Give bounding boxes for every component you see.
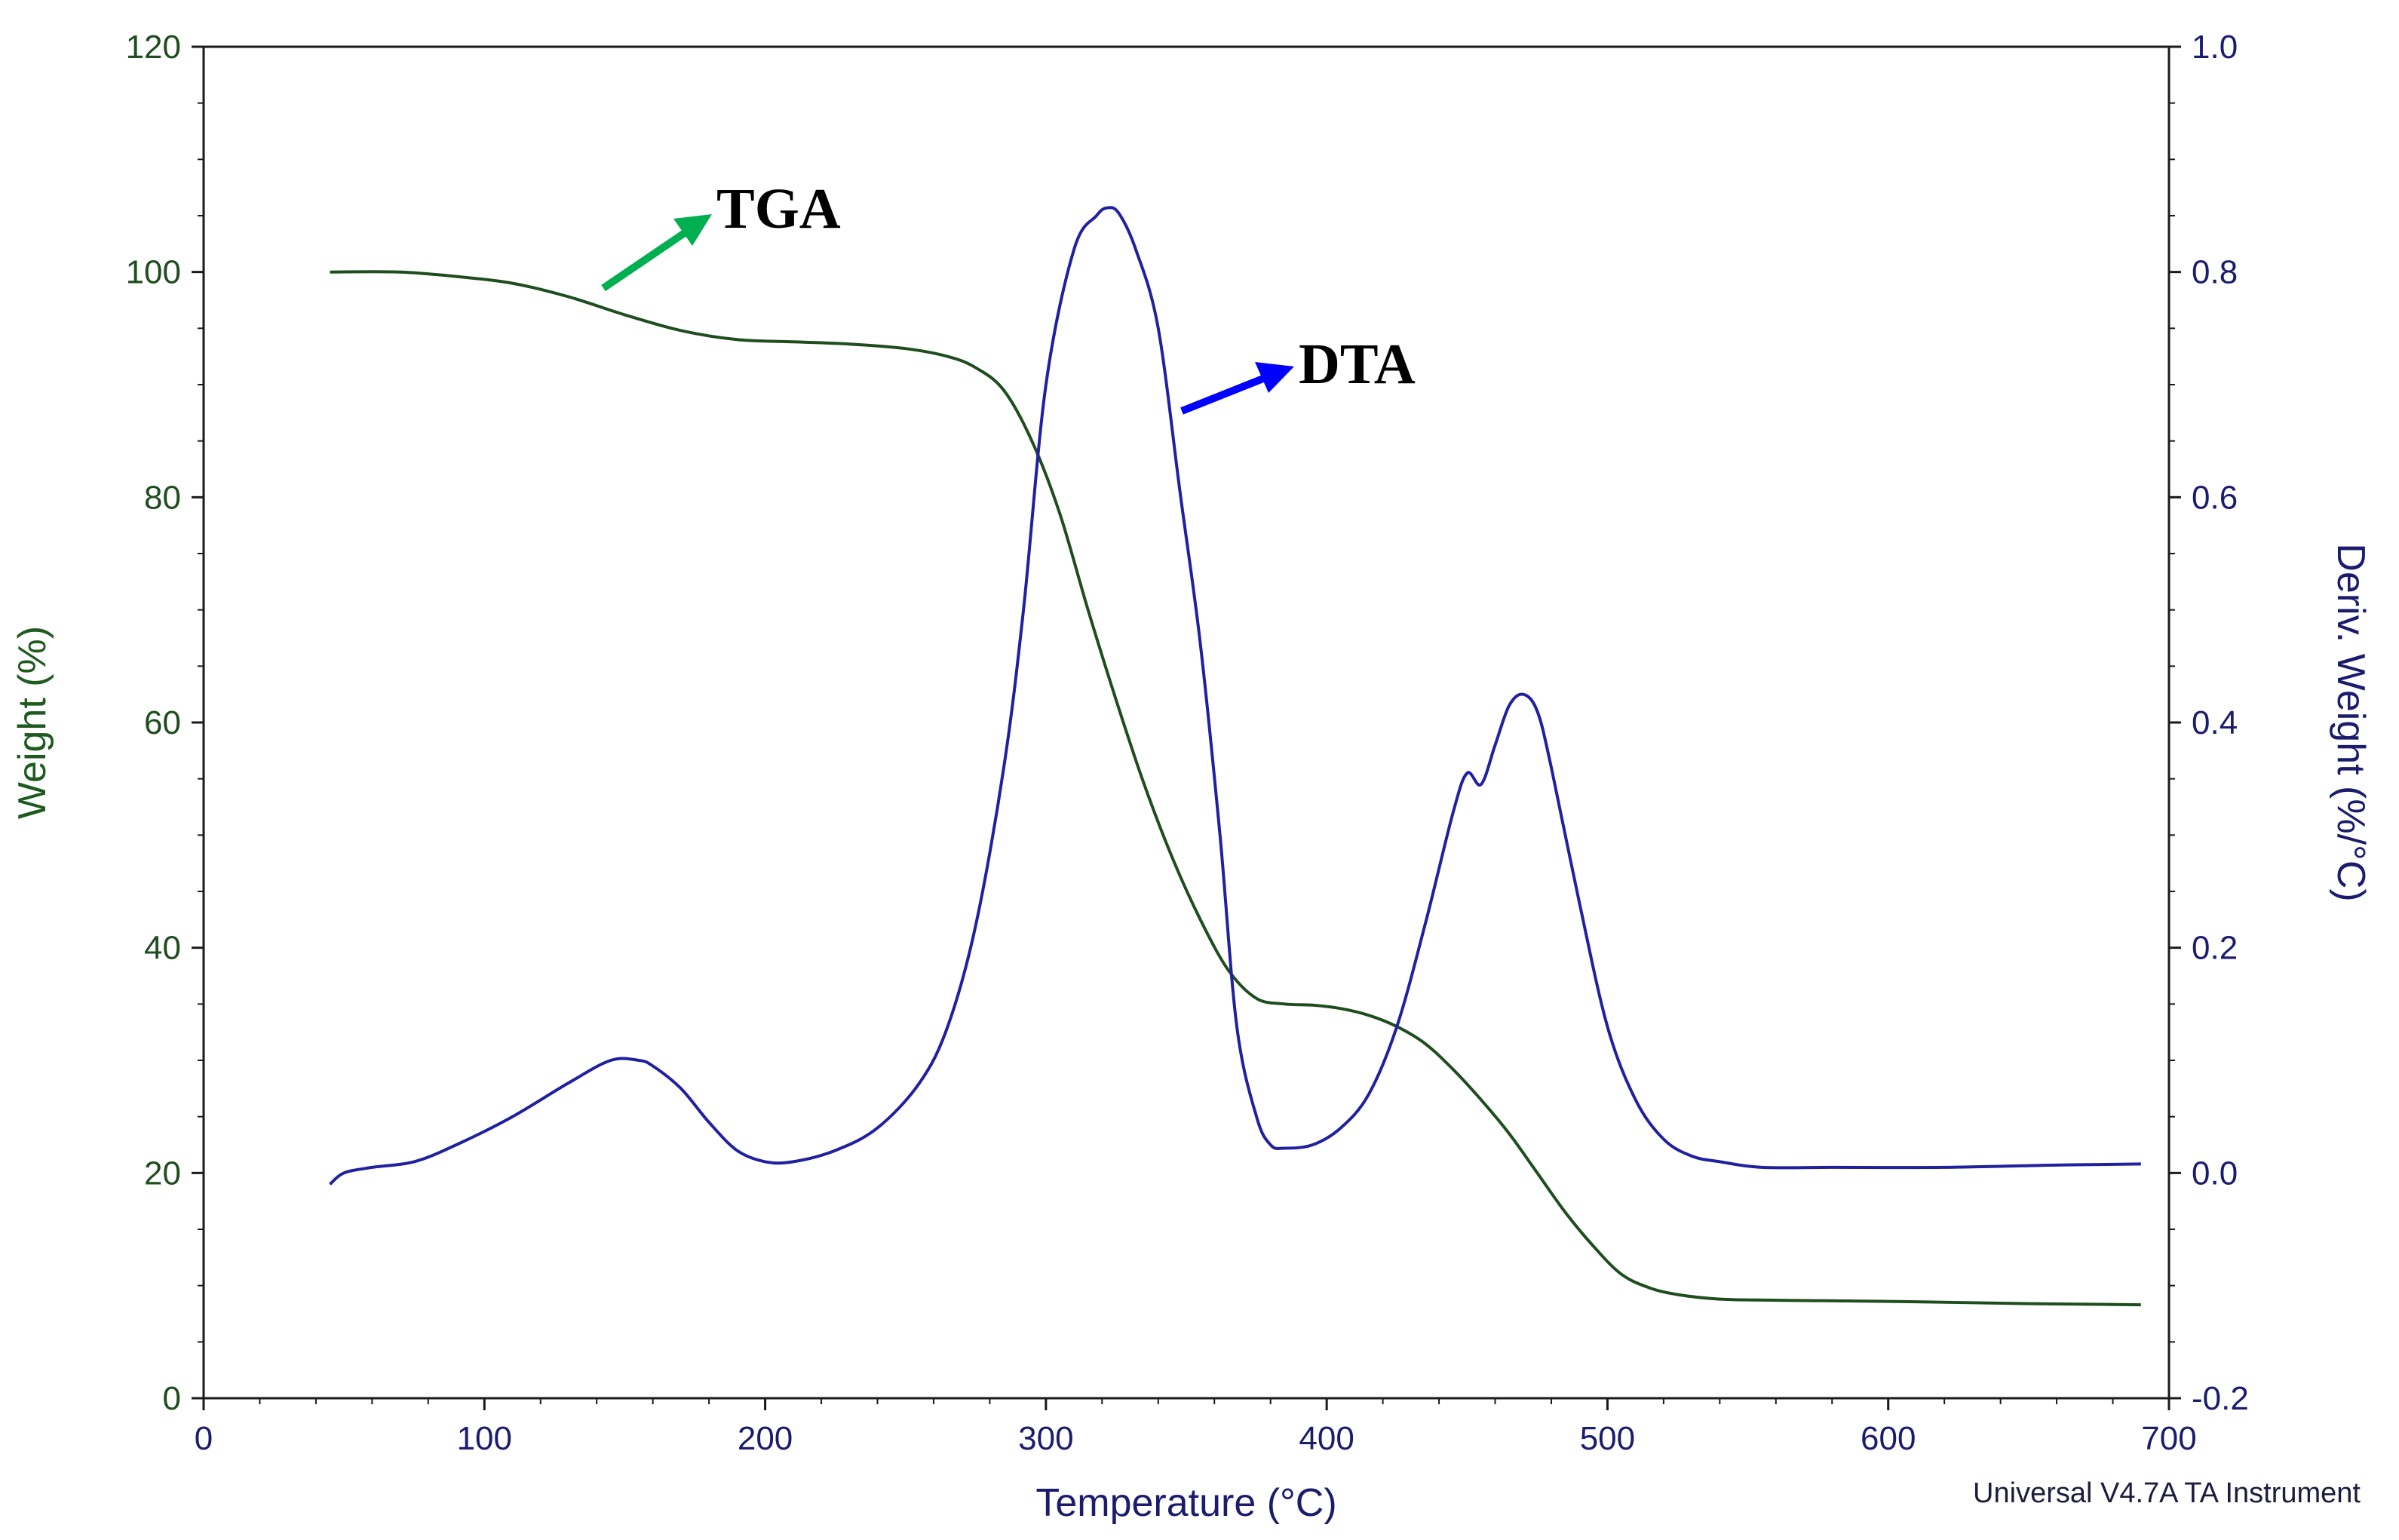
x-tick-label: 100 xyxy=(457,1420,512,1457)
dta-series-line xyxy=(329,206,2141,1186)
y-left-tick-label: 0 xyxy=(163,1380,181,1417)
y-right-tick-label: 0.8 xyxy=(2192,254,2238,291)
y-axis-label-right: Deriv. Weight (%/°C) xyxy=(2329,543,2373,901)
x-tick-label: 300 xyxy=(1018,1420,1073,1457)
series-layer xyxy=(329,206,2141,1307)
tga-series-line xyxy=(330,270,2141,1307)
dta-label: DTA xyxy=(1299,333,1416,396)
y-axis-label-left: Weight (%) xyxy=(11,626,54,819)
y-left-tick-label: 100 xyxy=(126,254,181,291)
x-tick-label: 500 xyxy=(1580,1420,1635,1457)
ticks-layer: 0 100 200 300 400 500 600 700 0 20 40 60 80 100 120 -0.… xyxy=(126,29,2249,1457)
y-right-tick-label: 0.6 xyxy=(2192,479,2238,516)
y-left-tick-label: 40 xyxy=(144,930,181,967)
x-tick-label: 0 xyxy=(195,1420,213,1457)
x-tick-label: 400 xyxy=(1299,1420,1354,1457)
y-right-tick-label: 0.4 xyxy=(2192,704,2238,741)
tga-arrow-head xyxy=(673,214,712,246)
y-left-tick-label: 120 xyxy=(126,29,181,66)
instrument-footer: Universal V4.7A TA Instrument xyxy=(1973,1477,2361,1509)
dta-arrow-head xyxy=(1255,362,1294,393)
x-tick-label: 600 xyxy=(1861,1420,1916,1457)
y-right-tick-label: -0.2 xyxy=(2192,1380,2249,1417)
y-left-tick-label: 80 xyxy=(144,479,181,516)
x-axis-label: Temperature (°C) xyxy=(1035,1481,1336,1525)
y-right-tick-label: 1.0 xyxy=(2192,29,2238,66)
y-right-tick-label: 0.2 xyxy=(2192,930,2238,967)
x-tick-label: 700 xyxy=(2141,1420,2196,1457)
y-left-tick-label: 20 xyxy=(144,1155,181,1192)
x-tick-label: 200 xyxy=(738,1420,793,1457)
dta-annotation: DTA xyxy=(1180,333,1416,415)
tga-arrow-line xyxy=(601,227,690,292)
tga-annotation: TGA xyxy=(601,177,841,292)
dta-arrow-line xyxy=(1180,373,1269,415)
y-right-tick-label: 0.0 xyxy=(2192,1155,2238,1192)
y-left-tick-label: 60 xyxy=(144,704,181,741)
tga-label: TGA xyxy=(716,177,841,241)
